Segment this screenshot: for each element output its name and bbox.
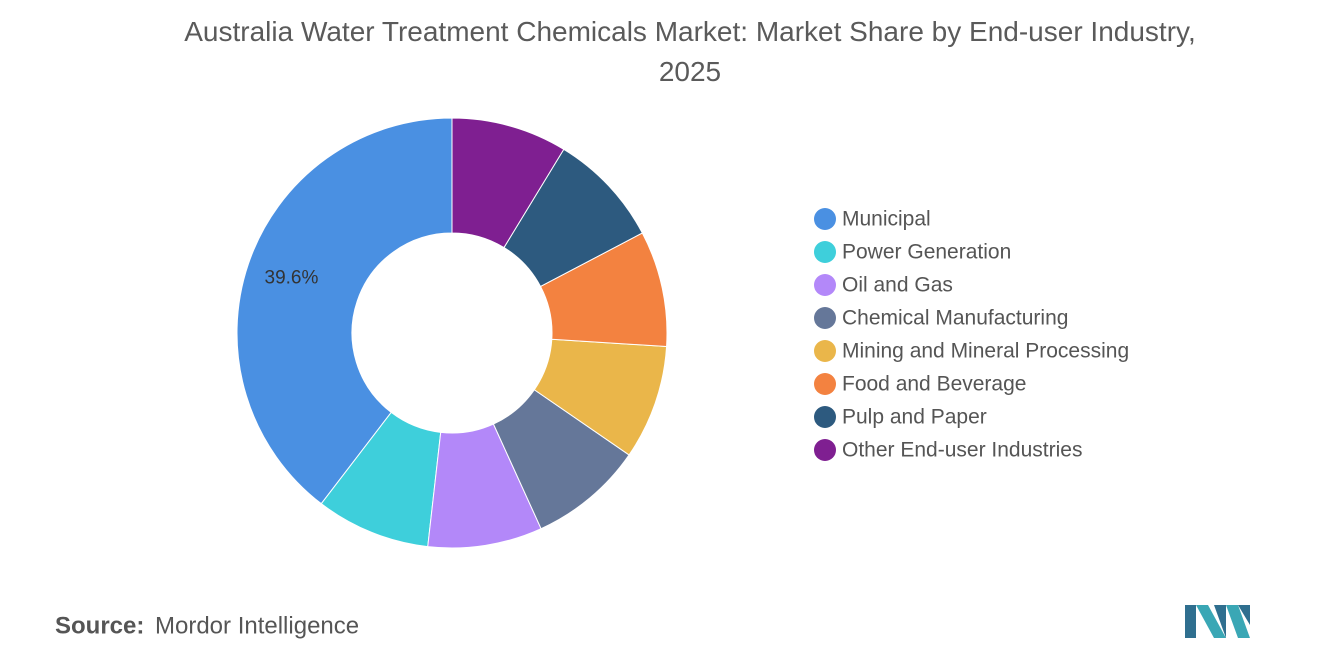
legend-label: Food and Beverage xyxy=(842,373,1026,396)
legend: Municipal Power Generation Oil and Gas Chem… xyxy=(814,208,1129,462)
donut: 39.6% xyxy=(236,117,668,549)
legend-swatch xyxy=(814,241,836,263)
source-label: Source: xyxy=(55,612,144,639)
legend-label: Oil and Gas xyxy=(842,274,953,297)
legend-swatch xyxy=(814,208,836,230)
legend-label: Other End-user Industries xyxy=(842,439,1082,462)
chart-title: Australia Water Treatment Chemicals Mark… xyxy=(184,16,1196,87)
legend-label: Mining and Mineral Processing xyxy=(842,340,1129,363)
slice xyxy=(451,117,565,249)
data-label: 39.6% xyxy=(265,268,319,289)
legend-label: Chemical Manufacturing xyxy=(842,307,1068,330)
logo xyxy=(1185,605,1250,638)
legend-swatch xyxy=(814,274,836,296)
legend-label: Pulp and Paper xyxy=(842,406,987,429)
legend-swatch xyxy=(814,340,836,362)
slice xyxy=(236,117,453,505)
legend-swatch xyxy=(814,373,836,395)
legend-swatch xyxy=(814,307,836,329)
legend-swatch xyxy=(814,406,836,428)
source: Mordor Intelligence xyxy=(155,612,359,639)
legend-swatch xyxy=(814,439,836,461)
legend-label: Power Generation xyxy=(842,241,1011,264)
legend-label: Municipal xyxy=(842,208,931,231)
